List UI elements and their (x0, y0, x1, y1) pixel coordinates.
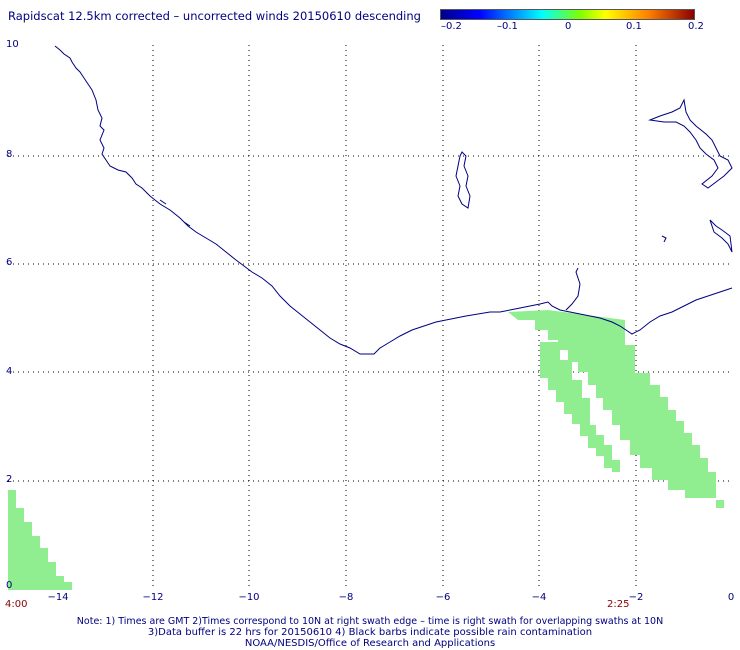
grid-lines (8, 45, 732, 590)
y-tick-label: 2 (6, 474, 13, 485)
x-tick-label: −4 (531, 592, 547, 603)
x-tick-label: −2 (628, 592, 644, 603)
colorbar (440, 9, 695, 20)
x-tick-label: −6 (435, 592, 451, 603)
colorbar-tick: 0.1 (626, 21, 642, 32)
y-tick-label: 6 (6, 257, 13, 268)
y-tick-label: 4 (6, 366, 13, 377)
colorbar-tick: –0.2 (441, 21, 462, 32)
colorbar-tick: 0.2 (688, 21, 704, 32)
footnote-credit: NOAA/NESDIS/Office of Research and Appli… (244, 638, 496, 649)
map-title: Rapidscat 12.5km corrected – uncorrected… (8, 9, 421, 23)
y-tick-label: 8 (6, 149, 13, 160)
colorbar-tick: 0 (565, 21, 572, 32)
wind-swath-right (508, 310, 724, 508)
swath-time-right: 2:25 (607, 599, 630, 610)
x-tick-label: −12 (142, 592, 164, 603)
y-tick-label: 0 (6, 580, 13, 591)
footnote-line-1: Note: 1) Times are GMT 2)Times correspon… (76, 616, 664, 627)
coastline (54, 45, 733, 355)
footnote-line-2: 3)Data buffer is 22 hrs for 20150610 4) … (147, 627, 593, 638)
x-tick-label: −8 (338, 592, 354, 603)
colorbar-tick: –0.1 (497, 21, 518, 32)
swath-time-left: 4:00 (5, 599, 28, 610)
x-tick-label: −10 (238, 592, 260, 603)
wind-swath-left (8, 490, 72, 590)
y-tick-label: 10 (6, 39, 19, 50)
x-tick-label: 0 (727, 592, 735, 603)
x-tick-label: −14 (47, 592, 69, 603)
